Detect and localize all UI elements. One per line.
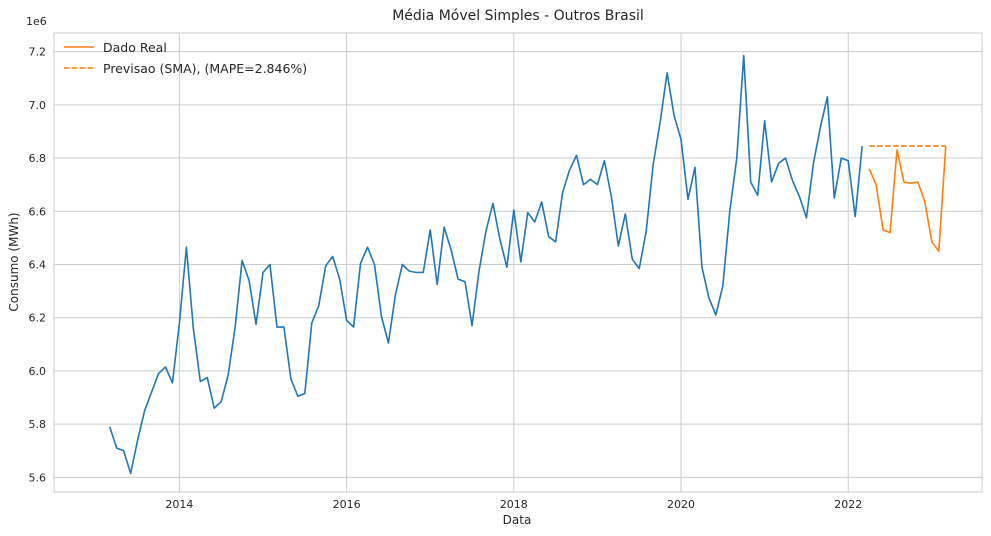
- y-tick-label: 6.2: [29, 312, 47, 325]
- x-tick-label: 2018: [500, 498, 528, 511]
- y-tick-label: 5.6: [29, 471, 47, 484]
- legend-label-real: Dado Real: [103, 40, 167, 55]
- series-line-real: [868, 146, 947, 252]
- x-tick-label: 2022: [834, 498, 862, 511]
- legend: Dado Real Previsao (SMA), (MAPE=2.846%): [64, 40, 307, 76]
- plot-frame: [53, 32, 983, 493]
- legend-label-forecast: Previsao (SMA), (MAPE=2.846%): [103, 61, 307, 76]
- y-tick-label: 6.6: [29, 205, 47, 218]
- x-axis-ticks: 2014 2016 2018 2020 2022: [165, 498, 862, 511]
- x-axis-label: Data: [503, 513, 532, 527]
- y-tick-label: 6.8: [29, 152, 47, 165]
- y-tick-label: 7.0: [29, 99, 47, 112]
- chart-title: Média Móvel Simples - Outros Brasil: [392, 8, 644, 24]
- y-tick-label: 5.8: [29, 418, 47, 431]
- x-tick-label: 2016: [333, 498, 361, 511]
- y-tick-label: 6.4: [29, 258, 47, 271]
- plot-lines: [108, 54, 947, 475]
- series-line-history: [108, 54, 863, 475]
- x-tick-label: 2014: [165, 498, 193, 511]
- y-tick-label: 6.0: [29, 365, 47, 378]
- x-tick-label: 2020: [667, 498, 695, 511]
- y-axis-ticks: 5.6 5.8 6.0 6.2 6.4 6.6 6.8 7.0 7.2: [29, 46, 47, 485]
- y-tick-label: 7.2: [29, 46, 47, 59]
- y-axis-label: Consumo (MWh): [7, 212, 21, 311]
- y-offset-label: 1e6: [26, 15, 47, 28]
